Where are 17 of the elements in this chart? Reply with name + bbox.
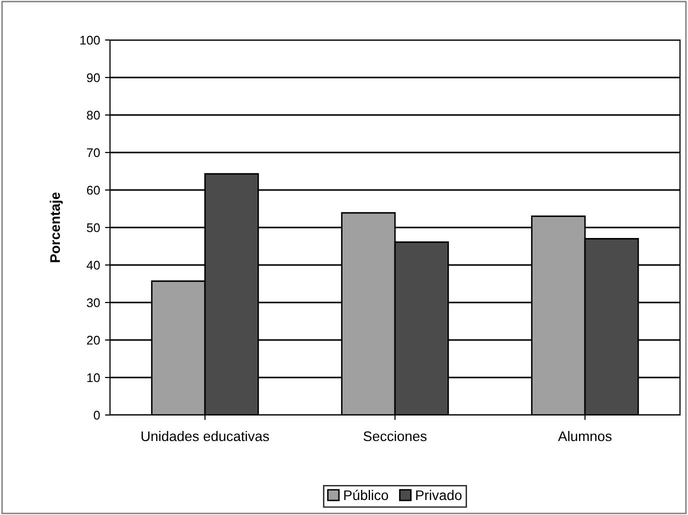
y-tick-label: 100 xyxy=(80,36,100,45)
legend-label: Público xyxy=(344,490,388,500)
y-tick-label: 10 xyxy=(87,373,100,382)
y-tick-label: 20 xyxy=(87,336,100,345)
y-tick-label: 30 xyxy=(86,298,100,308)
x-tick-label: Alumnos xyxy=(558,430,612,442)
x-tick-label: Unidades educativas xyxy=(142,430,269,442)
y-axis-title: Porcentaje xyxy=(50,192,63,262)
y-tick-label: 40 xyxy=(86,260,100,270)
y-tick-label: 60 xyxy=(87,186,100,195)
legend-label: Privado xyxy=(416,490,462,500)
x-tick-label: Secciones xyxy=(364,430,427,442)
y-tick-label: 90 xyxy=(86,73,100,82)
y-tick-label: 80 xyxy=(86,110,100,120)
y-tick-label: 70 xyxy=(87,148,100,158)
y-tick-label: 0 xyxy=(94,410,100,420)
y-tick-label: 50 xyxy=(86,223,100,232)
